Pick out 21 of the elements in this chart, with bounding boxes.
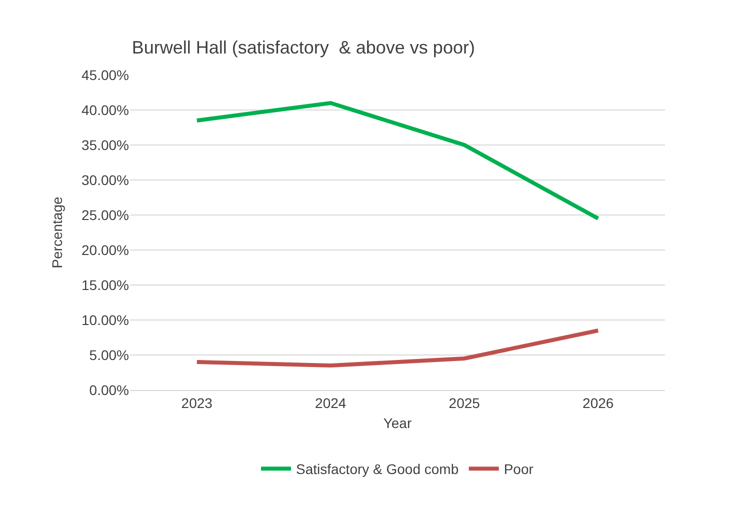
y-axis-title: Percentage [49,196,66,268]
y-tick-label: 20.00% [82,242,129,258]
y-tick-label: 15.00% [82,276,129,293]
y-tick-label: 40.00% [82,102,129,118]
y-tick-label: 35.00% [82,136,129,153]
y-tick-label: 10.00% [82,312,129,328]
y-tick-label: 30.00% [82,172,129,188]
legend-label: Poor [504,461,534,478]
x-tick-label: 2024 [315,394,346,411]
legend-label: Satisfactory & Good comb [296,461,459,478]
y-tick-label: 0.00% [89,382,129,398]
x-tick-label: 2023 [181,394,213,411]
chart-title: Burwell Hall (satisfactory & above vs poor) [132,37,475,58]
y-tick-label: 5.00% [89,346,129,363]
y-tick-label: 25.00% [82,206,129,223]
x-axis-title: Year [383,415,412,432]
line-series [194,101,600,220]
y-tick-label: 45.00% [82,66,129,83]
x-tick-label: 2026 [582,394,614,411]
line-series [194,328,600,368]
x-tick-label: 2025 [448,394,480,411]
